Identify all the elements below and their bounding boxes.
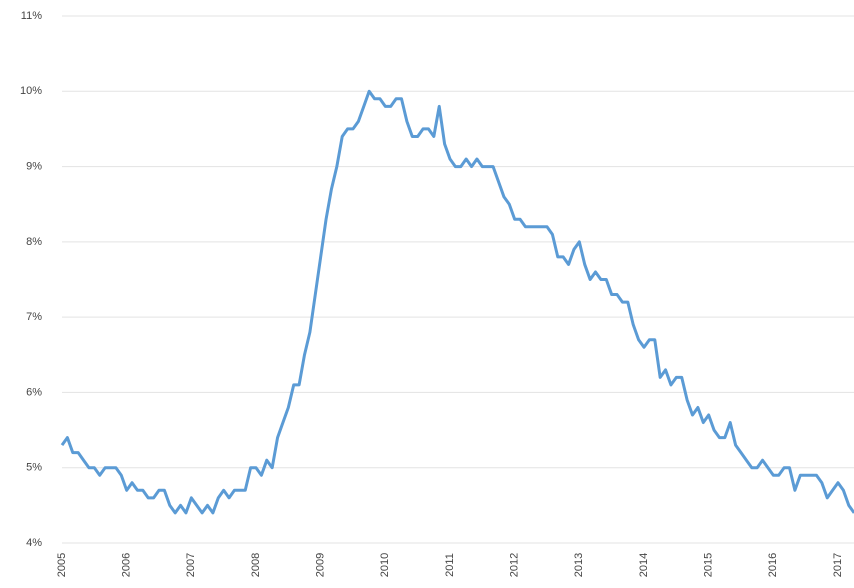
y-tick-label: 10%: [20, 85, 42, 97]
x-tick-label: 2010: [379, 553, 391, 577]
x-tick-label: 2016: [767, 553, 779, 577]
y-tick-label: 8%: [26, 236, 42, 248]
data-line: [60, 89, 854, 515]
x-tick-label: 2011: [444, 553, 456, 577]
x-tick-label: 2014: [638, 553, 650, 577]
x-tick-label: 2006: [121, 553, 133, 577]
x-tick-label: 2017: [832, 553, 844, 577]
y-tick-label: 11%: [21, 10, 42, 22]
x-tick-label: 2015: [703, 553, 715, 577]
x-tick-label: 2009: [315, 553, 327, 577]
y-tick-label: 7%: [26, 311, 42, 323]
y-tick-label: 4%: [26, 537, 42, 549]
y-tick-label: 6%: [26, 386, 42, 398]
y-tick-label: 5%: [26, 462, 42, 474]
x-tick-label: 2007: [185, 553, 197, 577]
x-tick-label: 2005: [56, 553, 68, 577]
x-tick-label: 2013: [573, 553, 585, 577]
x-tick-label: 2012: [509, 553, 521, 577]
x-tick-label: 2008: [250, 553, 262, 577]
y-tick-label: 9%: [26, 160, 42, 172]
